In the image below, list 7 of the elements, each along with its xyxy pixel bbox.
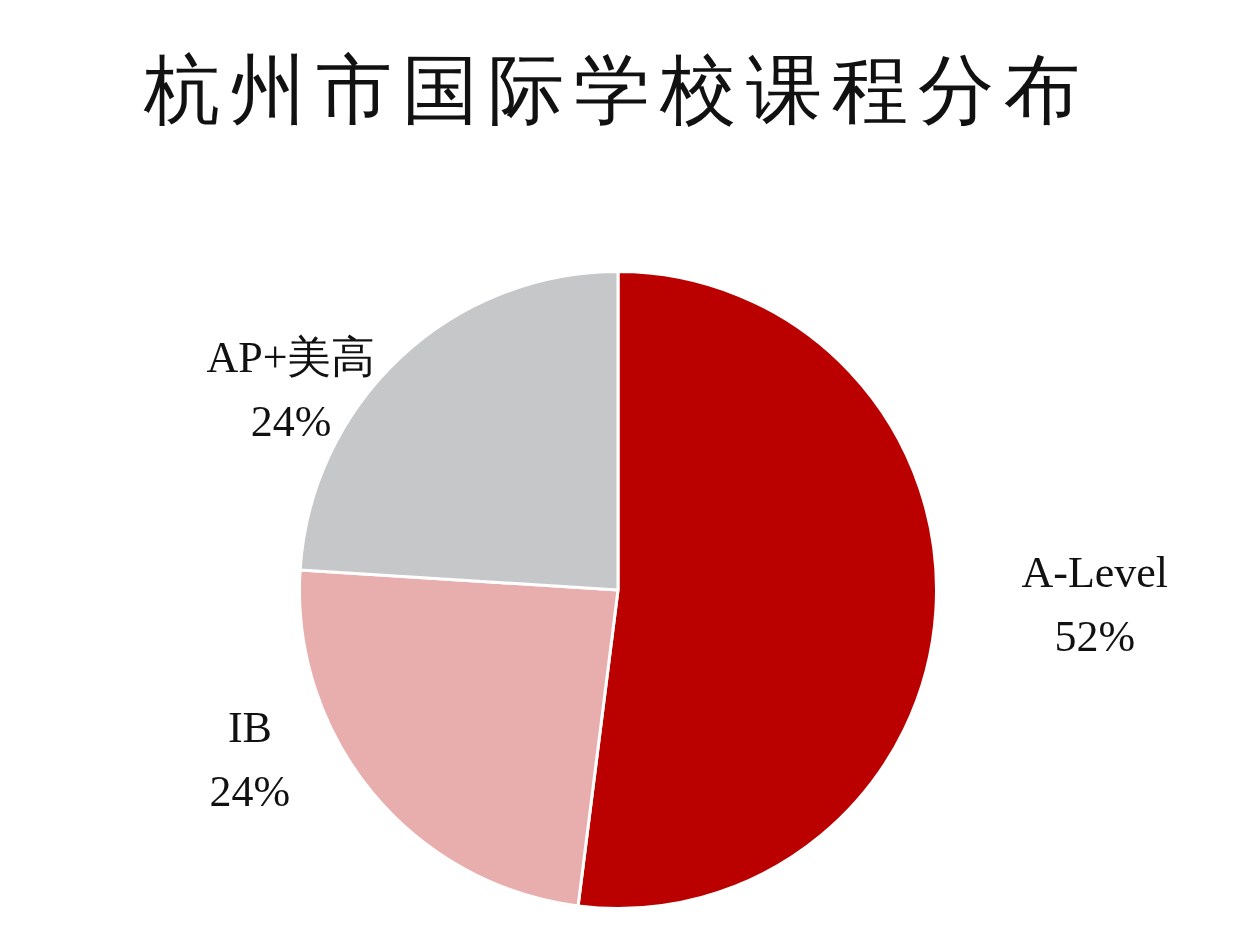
data-label: 52%: [1054, 611, 1136, 661]
chart-title: 杭州市国际学校课程分布: [143, 45, 1091, 134]
data-label: 24%: [209, 767, 291, 817]
data-label: 24%: [250, 397, 332, 447]
slice-label: AP+美高: [206, 333, 376, 383]
slice-label: IB: [227, 703, 272, 753]
slice-label: A-Level: [1021, 547, 1169, 597]
